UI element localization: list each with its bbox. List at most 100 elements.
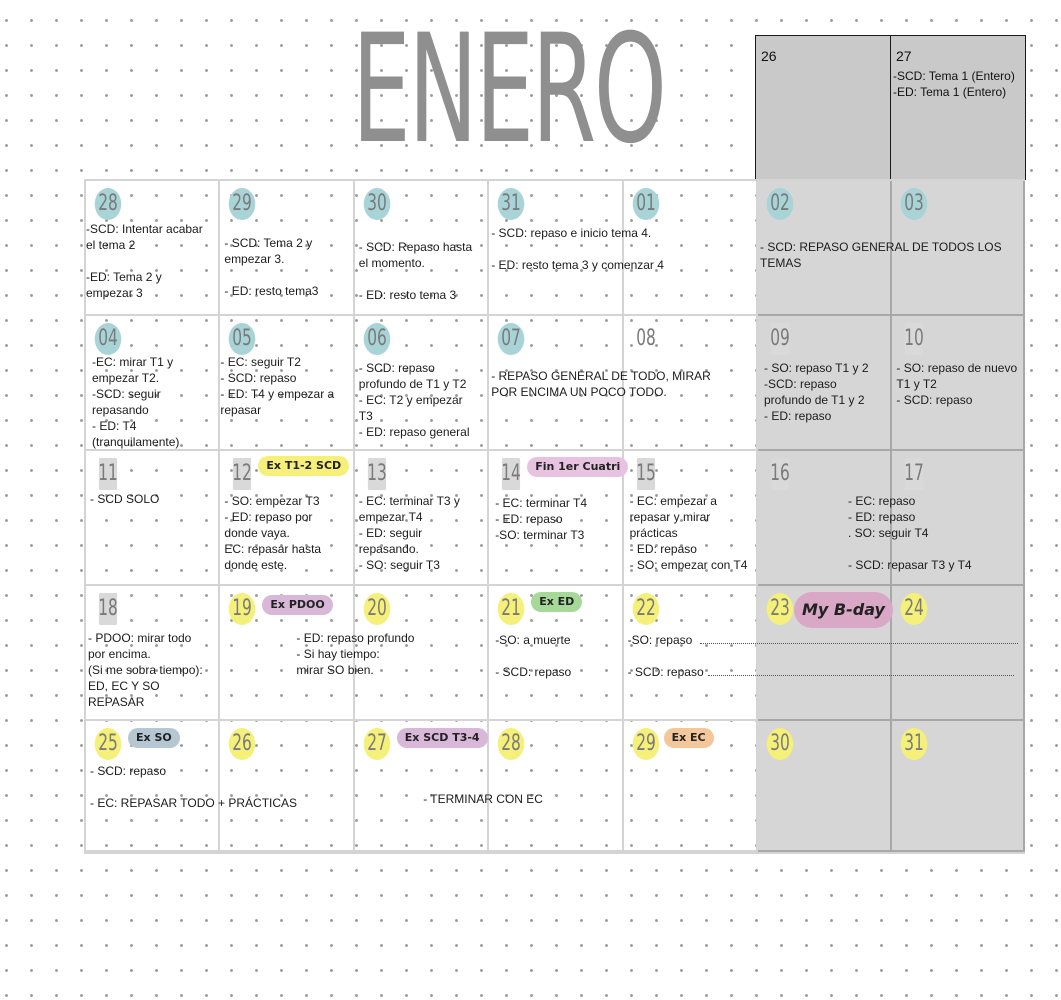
day-number: 08 <box>634 323 656 355</box>
day-number: 03 <box>901 188 928 220</box>
day-number-text: 05 <box>232 326 253 351</box>
day-number-text: 30 <box>770 731 790 756</box>
event-tag: Ex PDOO <box>262 595 333 615</box>
day-note: - SCD: Tema 2 y empezar 3. - ED: resto t… <box>224 236 319 298</box>
calendar-day-cell[interactable]: 27 Ex SCD T3-4 <box>354 721 490 852</box>
day-number-text: 10 <box>904 326 925 351</box>
calendar-day-cell[interactable]: 16 - EC: repaso - ED: repaso . SO: seguir… <box>758 451 972 586</box>
calendar-day-cell[interactable]: 11 - SCD SOLO <box>86 451 221 586</box>
calendar-grid: 28 -SCD: Intentar acabar el tema 2 -ED: T… <box>84 179 1025 854</box>
calendar-day-cell[interactable]: 17 <box>892 451 1025 586</box>
day-number-text: 29 <box>232 191 253 216</box>
day-note: -EC: mirar T1 y empezar T2. -SCD: seguir… <box>92 355 180 449</box>
calendar-day-cell[interactable]: 02 - SCD: REPASO GENERAL DE TODOS LOS TEM… <box>758 181 1002 316</box>
day-number: 09 <box>769 323 791 355</box>
dotted-line <box>708 675 1014 676</box>
day-number-text: 23 <box>770 596 790 621</box>
calendar-day-cell[interactable]: 28 -SCD: Intentar acabar el tema 2 -ED: T… <box>86 181 221 316</box>
day-number: 18 <box>97 593 119 625</box>
day-number: 12 <box>231 458 253 490</box>
day-number: 02 <box>766 188 794 220</box>
calendar-day-cell[interactable]: 22 -SO: repaso - SCD: repaso <box>623 586 758 721</box>
calendar-day-cell[interactable]: 06 - SCD: repaso profundo de T1 y T2 - EC… <box>354 316 490 451</box>
calendar-day-cell[interactable]: 12 - SO: empezar T3 - ED: repaso por dond… <box>220 451 355 586</box>
day-number-text: 20 <box>366 596 387 621</box>
day-number-text: 04 <box>98 326 118 351</box>
calendar-day-cell[interactable]: 26 <box>220 721 355 852</box>
event-tag: Ex SO <box>128 728 180 748</box>
calendar-day-cell[interactable]: 08 <box>623 316 758 451</box>
calendar-day-cell[interactable]: 15 - EC: empezar a repasar y mirar prácti… <box>623 451 758 586</box>
day-number-text: 16 <box>770 461 790 486</box>
day-number: 29 <box>632 728 659 760</box>
calendar-day-cell[interactable]: 21 -SO: a muerte - SCD: repaso Ex ED <box>489 586 624 721</box>
day-note: - SO: repaso T1 y 2 -SCD: repaso profund… <box>764 361 869 423</box>
calendar-day-cell[interactable]: 31 <box>892 721 1025 852</box>
day-number-text: 09 <box>770 326 790 351</box>
day-number: 23 <box>766 593 794 625</box>
day-number-text: 22 <box>635 596 656 621</box>
event-tag: Ex SCD T3-4 <box>396 728 488 748</box>
day-number-text: 17 <box>904 461 925 486</box>
day-note: - EC: repaso - ED: repaso . SO: seguir T… <box>848 494 972 572</box>
day-number: 28 <box>94 188 122 220</box>
calendar-day-cell[interactable]: 14 - EC: terminar T4 - ED: repaso -SO: te… <box>489 451 629 586</box>
day-note: - REPASO GENERAL DE TODO, MIRAR POR ENCI… <box>491 369 711 399</box>
day-number-text: 29 <box>635 731 656 756</box>
day-number: 26 <box>761 48 777 64</box>
day-note: - SCD: REPASO GENERAL DE TODOS LOS TEMAS <box>760 240 1002 270</box>
calendar-day-cell[interactable]: 29 Ex EC <box>623 721 758 852</box>
day-number: 21 <box>497 593 525 625</box>
calendar-day-cell[interactable]: 30 <box>758 721 893 852</box>
day-number-text: 27 <box>366 731 387 756</box>
calendar-day-cell[interactable]: 24 <box>892 586 1025 721</box>
calendar-day-cell[interactable]: 25 - SCD: repaso - EC: REPASAR TODO + PRÁ… <box>86 721 297 852</box>
day-number-text: 21 <box>501 596 521 621</box>
calendar-day-cell[interactable]: 05 - EC: seguir T2 - SCD: repaso - ED: T4… <box>220 316 355 451</box>
calendar-day-cell[interactable]: 29 - SCD: Tema 2 y empezar 3. - ED: resto… <box>220 181 355 316</box>
day-number-text: 19 <box>232 596 253 621</box>
calendar-day-cell[interactable]: 19 - ED: repaso profundo - Si hay tiempo:… <box>220 586 414 721</box>
calendar-day-cell[interactable]: 03 <box>892 181 1025 316</box>
calendar-day-cell[interactable]: 13 - EC: terminar T3 y empezar T4 - ED: s… <box>354 451 490 586</box>
day-number-text: 14 <box>501 461 521 486</box>
day-number-text: 06 <box>366 326 387 351</box>
day-note: - TERMINAR CON EC <box>423 792 543 806</box>
day-number: 17 <box>903 458 925 490</box>
day-note: - EC: seguir T2 - SCD: repaso - ED: T4 y… <box>220 355 335 417</box>
calendar-day-cell[interactable]: 07 - REPASO GENERAL DE TODO, MIRAR POR EN… <box>489 316 711 451</box>
day-number-text: 01 <box>635 191 656 216</box>
calendar-day-cell[interactable]: 31 - SCD: repaso e inicio tema 4. - ED: r… <box>489 181 664 316</box>
calendar-day-cell[interactable]: 10 - SO: repaso de nuevo T1 y T2 - SCD: r… <box>892 316 1025 451</box>
day-number: 07 <box>497 323 525 355</box>
day-note: - SCD: repaso - EC: REPASAR TODO + PRÁCT… <box>90 764 298 810</box>
day-number-text: 24 <box>904 596 925 621</box>
event-tag: Ex T1-2 SCD <box>258 456 350 476</box>
day-number-text: 15 <box>635 461 656 486</box>
calendar-day-cell[interactable]: 01 <box>623 181 758 316</box>
day-number: 11 <box>97 458 119 490</box>
top-day-27[interactable]: 27 -SCD: Tema 1 (Entero) -ED: Tema 1 (En… <box>890 35 1026 180</box>
calendar-day-cell[interactable]: 04 -EC: mirar T1 y empezar T2. -SCD: segu… <box>86 316 221 451</box>
calendar-day-cell[interactable]: 20 <box>354 586 490 721</box>
day-number: 27 <box>896 48 912 64</box>
calendar-day-cell[interactable]: 18 - PDOO: mirar todo por encima. (Si me … <box>86 586 221 721</box>
day-note: -SCD: Intentar acabar el tema 2 -ED: Tem… <box>86 222 203 300</box>
day-note: -SO: a muerte - SCD: repaso <box>495 633 572 679</box>
calendar-day-cell[interactable]: 23 My B-day <box>758 586 893 721</box>
top-day-26[interactable]: 26 <box>755 35 891 180</box>
day-number-text: 25 <box>98 731 118 756</box>
event-tag: My B-day <box>794 592 893 628</box>
day-number-text: 26 <box>232 731 253 756</box>
day-number-text: 28 <box>98 191 118 216</box>
day-number: 29 <box>229 188 256 220</box>
calendar-day-cell[interactable]: 09 - SO: repaso T1 y 2 -SCD: repaso profu… <box>758 316 893 451</box>
day-note: - PDOO: mirar todo por encima. (Si me so… <box>88 631 203 709</box>
day-note: - SO: repaso de nuevo T1 y T2 - SCD: rep… <box>896 361 1018 407</box>
day-number: 13 <box>366 458 388 490</box>
day-number-text: 30 <box>366 191 387 216</box>
calendar-day-cell[interactable]: 28 - TERMINAR CON EC <box>423 721 624 852</box>
calendar-day-cell[interactable]: 30 - SCD: Repaso hasta el momento. - ED: … <box>354 181 490 316</box>
day-number: 26 <box>229 728 256 760</box>
day-note: - SO: empezar T3 - ED: repaso por donde … <box>224 494 322 572</box>
